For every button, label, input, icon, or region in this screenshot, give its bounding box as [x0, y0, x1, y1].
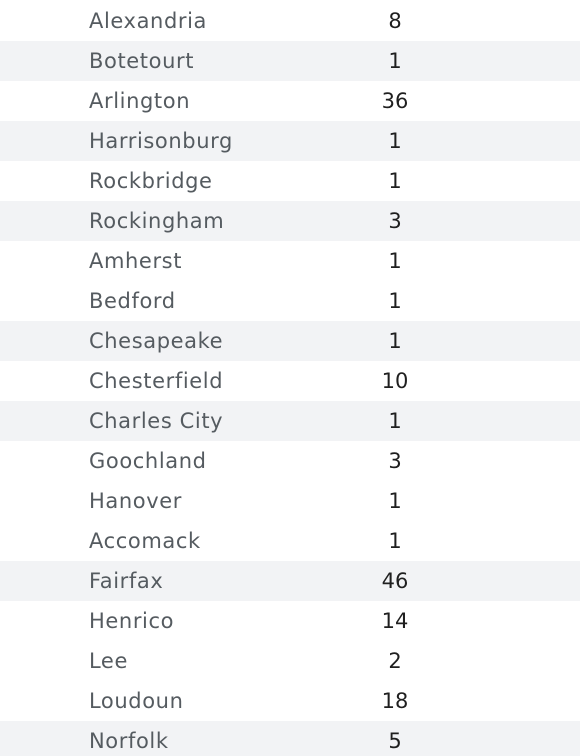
locality-name: Charles City: [89, 409, 224, 433]
locality-count: 10: [381, 369, 409, 393]
table-row[interactable]: Goochland 3: [0, 441, 580, 481]
locality-count: 8: [388, 9, 402, 33]
locality-name: Amherst: [89, 249, 183, 273]
table-row[interactable]: Chesapeake 1: [0, 321, 580, 361]
locality-name: Henrico: [89, 609, 175, 633]
locality-name: Goochland: [89, 449, 207, 473]
locality-count: 1: [388, 169, 402, 193]
table-row[interactable]: Accomack 1: [0, 521, 580, 561]
table-row[interactable]: Rockingham 3: [0, 201, 580, 241]
table-row[interactable]: Arlington 36: [0, 81, 580, 121]
table-row[interactable]: Henrico 14: [0, 601, 580, 641]
table-row[interactable]: Botetourt 1: [0, 41, 580, 81]
locality-count: 1: [388, 489, 402, 513]
table-row[interactable]: Hanover 1: [0, 481, 580, 521]
locality-name: Botetourt: [89, 49, 195, 73]
locality-name: Norfolk: [89, 729, 169, 753]
locality-name: Chesterfield: [89, 369, 224, 393]
locality-count: 1: [388, 289, 402, 313]
locality-name: Arlington: [89, 89, 191, 113]
locality-name: Chesapeake: [89, 329, 224, 353]
locality-count: 1: [388, 49, 402, 73]
table-row[interactable]: Bedford 1: [0, 281, 580, 321]
locality-count: 5: [388, 729, 402, 753]
locality-name: Lee: [89, 649, 128, 673]
locality-name: Fairfax: [89, 569, 164, 593]
locality-name: Rockingham: [89, 209, 225, 233]
locality-count: 18: [381, 689, 409, 713]
locality-name: Bedford: [89, 289, 176, 313]
locality-name: Hanover: [89, 489, 182, 513]
locality-count: 1: [388, 129, 402, 153]
locality-count: 2: [388, 649, 402, 673]
locality-count: 1: [388, 409, 402, 433]
locality-name: Accomack: [89, 529, 201, 553]
table-row[interactable]: Harrisonburg 1: [0, 121, 580, 161]
locality-count: 1: [388, 249, 402, 273]
table-row[interactable]: Loudoun 18: [0, 681, 580, 721]
locality-name: Rockbridge: [89, 169, 213, 193]
locality-count: 1: [388, 529, 402, 553]
locality-count: 36: [381, 89, 409, 113]
locality-name: Alexandria: [89, 9, 208, 33]
table-row[interactable]: Lee 2: [0, 641, 580, 681]
locality-name: Harrisonburg: [89, 129, 233, 153]
locality-count: 14: [381, 609, 409, 633]
locality-name: Loudoun: [89, 689, 184, 713]
table-row[interactable]: Alexandria 8: [0, 1, 580, 41]
table-row[interactable]: Charles City 1: [0, 401, 580, 441]
locality-count: 3: [388, 209, 402, 233]
locality-count: 3: [388, 449, 402, 473]
table-row[interactable]: Amherst 1: [0, 241, 580, 281]
table-row[interactable]: Norfolk 5: [0, 721, 580, 756]
locality-count: 46: [381, 569, 409, 593]
table-row[interactable]: Chesterfield 10: [0, 361, 580, 401]
table-row[interactable]: Fairfax 46: [0, 561, 580, 601]
table-row[interactable]: Rockbridge 1: [0, 161, 580, 201]
locality-count: 1: [388, 329, 402, 353]
